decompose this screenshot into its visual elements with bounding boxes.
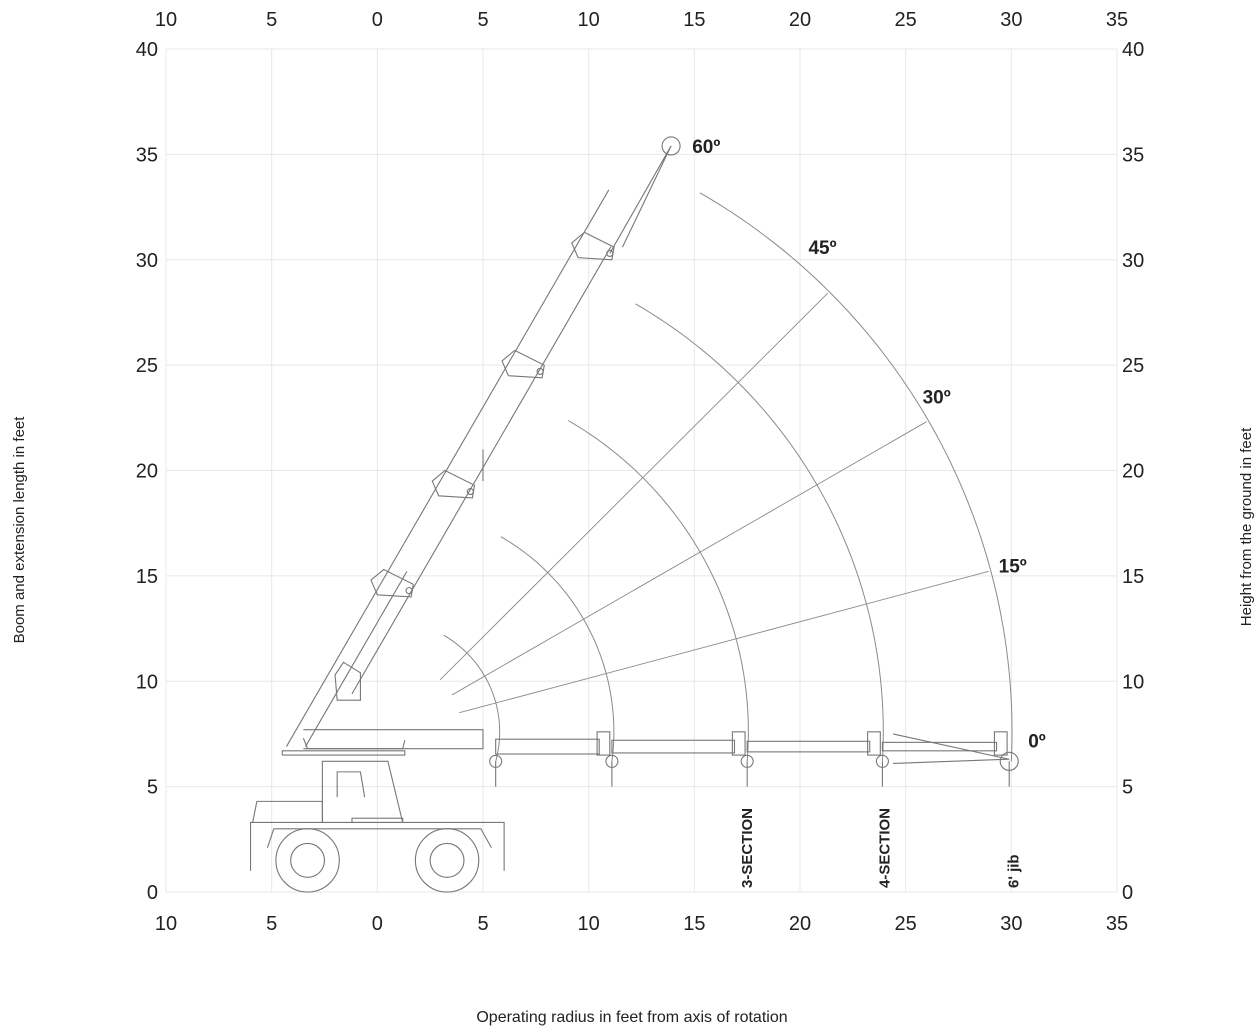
boom-extension-horizontal xyxy=(611,739,736,754)
angle-line xyxy=(451,421,927,696)
reach-arc xyxy=(500,536,615,762)
reach-arcs xyxy=(443,192,1013,762)
reach-arc xyxy=(635,303,884,762)
x-tick-label-bottom: 0 xyxy=(372,913,383,935)
y-tick-label-left: 0 xyxy=(147,882,158,904)
jib-60 xyxy=(609,145,672,254)
y-tick-label-right: 25 xyxy=(1122,355,1144,377)
boom-extension-horizontal xyxy=(881,741,998,752)
section-label: 4-SECTION xyxy=(877,808,894,888)
y-tick-label-left: 15 xyxy=(136,566,158,588)
y-tick-label-right: 0 xyxy=(1122,882,1133,904)
y-tick-label-right: 20 xyxy=(1122,461,1144,483)
x-tick-label-top: 30 xyxy=(1000,9,1022,31)
section-label: 3-SECTION xyxy=(739,808,756,888)
x-tick-label-bottom: 5 xyxy=(477,913,488,935)
angle-label: 30º xyxy=(923,388,951,409)
boom-60-tip-sheave xyxy=(661,136,681,156)
boom-60-pin xyxy=(536,367,544,375)
angle-label: 60º xyxy=(692,137,720,158)
x-tick-label-top: 10 xyxy=(155,9,177,31)
boom-extension-horizontal xyxy=(495,738,600,755)
boom-60-pin xyxy=(606,249,614,257)
boom-60-inner xyxy=(351,246,612,695)
x-tick-label-bottom: 30 xyxy=(1000,913,1022,935)
x-tick-label-top: 10 xyxy=(578,9,600,31)
section-label: 6' jib xyxy=(1005,854,1022,888)
wheel xyxy=(275,828,340,893)
angle-line xyxy=(459,570,989,714)
y-tick-label-right: 10 xyxy=(1122,671,1144,693)
wheel-hub xyxy=(429,842,465,878)
y-tick-label-left: 40 xyxy=(136,39,158,61)
y-tick-label-right: 5 xyxy=(1122,777,1133,799)
y-tick-label-left: 25 xyxy=(136,355,158,377)
boom-base-horizontal xyxy=(303,729,484,750)
boom-extension-horizontal xyxy=(746,740,871,753)
y-tick-label-right: 35 xyxy=(1122,144,1144,166)
x-axis-title: Operating radius in feet from axis of ro… xyxy=(476,1009,787,1026)
jib-horizontal xyxy=(892,733,1010,764)
outrigger-pad xyxy=(351,817,404,824)
angle-label: 45º xyxy=(808,238,836,259)
boom-collar-horizontal xyxy=(596,731,611,756)
x-tick-label-top: 0 xyxy=(372,9,383,31)
x-tick-label-bottom: 5 xyxy=(266,913,277,935)
cab xyxy=(252,800,323,823)
boom-60-pin xyxy=(405,587,413,595)
reach-arc xyxy=(699,192,1013,762)
x-tick-label-top: 35 xyxy=(1106,9,1128,31)
boom-60-pin xyxy=(466,488,474,496)
angle-label: 15º xyxy=(999,556,1027,577)
x-tick-label-bottom: 20 xyxy=(789,913,811,935)
crane-outline xyxy=(249,737,505,893)
x-tick-label-bottom: 10 xyxy=(155,913,177,935)
x-tick-label-bottom: 15 xyxy=(683,913,705,935)
turret xyxy=(321,760,404,823)
angle-line xyxy=(439,292,829,680)
y-tick-label-right: 15 xyxy=(1122,566,1144,588)
y-tick-label-left: 30 xyxy=(136,250,158,272)
y-tick-label-left: 10 xyxy=(136,671,158,693)
y-tick-label-right: 30 xyxy=(1122,250,1144,272)
boom-sections xyxy=(285,136,1019,787)
wheel-hub xyxy=(290,842,326,878)
cylinder xyxy=(302,737,406,750)
reach-arc xyxy=(443,634,501,762)
boom-60-inner xyxy=(305,571,408,747)
angle-label: 0º xyxy=(1028,731,1046,752)
x-tick-label-bottom: 25 xyxy=(895,913,917,935)
x-tick-label-top: 5 xyxy=(477,9,488,31)
boom-60-edge xyxy=(285,189,610,747)
fender xyxy=(266,828,492,849)
x-tick-label-top: 15 xyxy=(683,9,705,31)
grid xyxy=(165,48,1118,893)
turret-window xyxy=(336,771,366,798)
x-tick-label-top: 20 xyxy=(789,9,811,31)
reach-arc xyxy=(567,420,749,762)
deck xyxy=(281,750,406,756)
y-tick-label-left: 5 xyxy=(147,777,158,799)
x-tick-label-bottom: 35 xyxy=(1106,913,1128,935)
y-axis-title-left: Boom and extension length in feet xyxy=(11,416,28,644)
y-tick-label-right: 40 xyxy=(1122,39,1144,61)
boom-60-heel xyxy=(334,661,361,701)
y-axis-title-right: Height from the ground in feet xyxy=(1238,427,1255,626)
x-tick-label-bottom: 10 xyxy=(578,913,600,935)
x-tick-label-top: 25 xyxy=(895,9,917,31)
wheel xyxy=(414,828,480,893)
labels: 10 10 5 5 0 0 5 5 10 10 15 15 20 20 25 25 30 30 35 35 0 0 5 5 10… xyxy=(11,9,1255,1026)
y-tick-label-left: 35 xyxy=(136,144,158,166)
boom-collar-horizontal xyxy=(993,731,1008,756)
y-tick-label-left: 20 xyxy=(136,461,158,483)
x-tick-label-top: 5 xyxy=(266,9,277,31)
angle-lines xyxy=(439,292,989,714)
boom-collar-horizontal xyxy=(731,731,746,756)
boom-collar-horizontal xyxy=(867,731,881,756)
